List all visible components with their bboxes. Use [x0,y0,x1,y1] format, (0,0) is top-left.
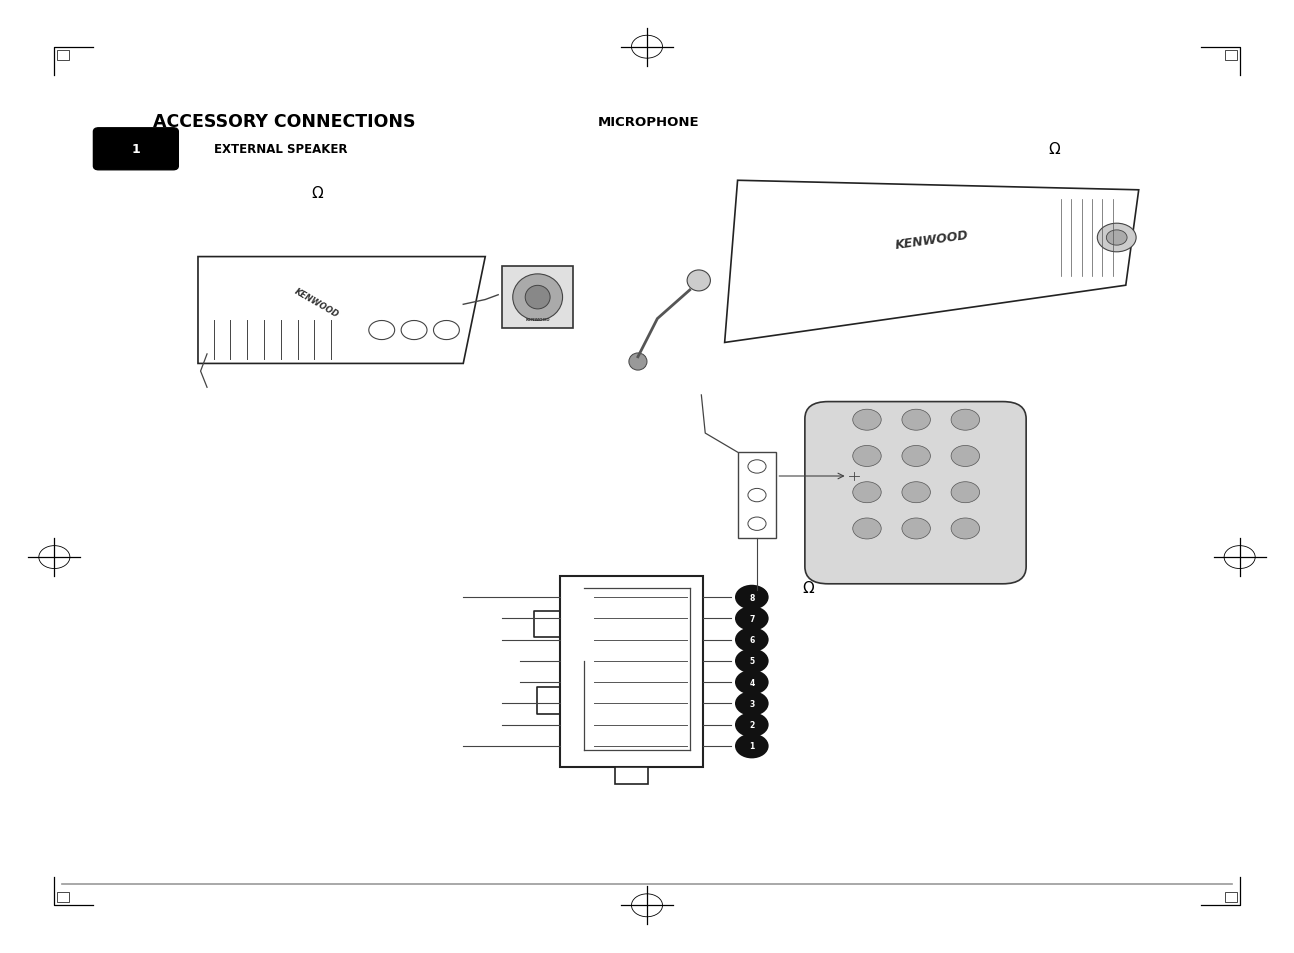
Circle shape [748,517,766,531]
Text: KENWOOD: KENWOOD [894,229,969,252]
Circle shape [951,518,980,539]
Circle shape [1097,224,1136,253]
Circle shape [747,588,767,603]
Bar [560,577,703,767]
FancyBboxPatch shape [805,402,1026,584]
Circle shape [735,670,769,695]
Circle shape [844,469,864,484]
Text: 1: 1 [749,741,754,751]
Text: Ω: Ω [311,186,324,201]
Circle shape [902,482,930,503]
Bar [57,51,69,61]
Circle shape [735,606,769,631]
Circle shape [748,489,766,502]
Bar [502,267,573,329]
Circle shape [853,518,881,539]
Circle shape [902,446,930,467]
Circle shape [853,482,881,503]
Ellipse shape [512,274,563,321]
Text: MICROPHONE: MICROPHONE [598,115,700,129]
Circle shape [951,446,980,467]
Text: 2: 2 [749,720,754,729]
Text: 3: 3 [749,700,754,708]
Circle shape [735,691,769,716]
Bar [57,892,69,902]
Text: KENWOOD: KENWOOD [525,318,550,322]
Text: 5: 5 [749,657,754,666]
Text: Ω: Ω [1048,142,1061,157]
Text: 8: 8 [749,593,754,602]
Circle shape [902,518,930,539]
Ellipse shape [525,286,550,310]
Circle shape [735,713,769,738]
Circle shape [902,410,930,431]
Bar [1225,51,1237,61]
Text: ACCESSORY CONNECTIONS: ACCESSORY CONNECTIONS [153,113,415,131]
Circle shape [735,734,769,759]
Bar [738,453,776,538]
Text: Ω: Ω [802,580,815,596]
Circle shape [735,628,769,653]
FancyBboxPatch shape [93,129,179,171]
Text: 1: 1 [132,143,140,156]
Text: EXTERNAL SPEAKER: EXTERNAL SPEAKER [214,143,347,156]
Text: 6: 6 [749,636,754,644]
Circle shape [735,649,769,674]
Circle shape [1106,231,1127,246]
Circle shape [853,446,881,467]
Circle shape [951,482,980,503]
Circle shape [735,585,769,610]
Ellipse shape [687,271,710,292]
Circle shape [951,410,980,431]
Circle shape [748,460,766,474]
Text: KENWOOD: KENWOOD [294,287,340,319]
Text: 7: 7 [749,615,754,623]
Text: 4: 4 [749,678,754,687]
Ellipse shape [629,354,647,371]
Bar [1225,892,1237,902]
Circle shape [853,410,881,431]
Bar [615,767,647,784]
